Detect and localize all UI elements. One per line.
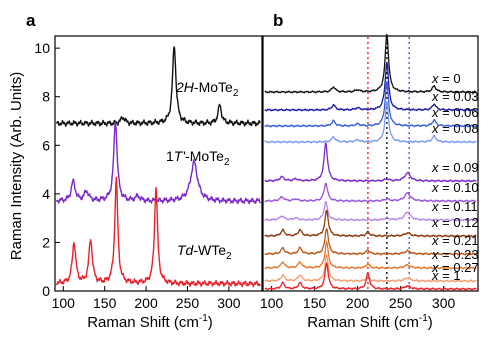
panel-b-series-line [264,100,477,144]
panel-a-y-tick-label: 2 [42,234,50,250]
panel-a-y-tick-label: 10 [34,40,50,56]
panel-b-label: b [273,11,283,30]
panel-b-series-line [264,241,477,270]
panel-a-chart: 100 150 200 250 300 0 2 4 6 8 10 2H-MoTe2 1T'-MoTe2 T… [34,35,263,311]
panel-b-x-tick-label: 100 [260,295,284,311]
panel-b-series-line [264,61,477,112]
panel-b-x-axis-label: Raman Shift (cm-1) [307,313,433,331]
panel-b-x-tick-label: 250 [389,295,413,311]
panel-a-x-axis-label-sup: -1 [199,313,208,324]
panel-a-x-axis-label: Raman Shift (cm-1) [87,313,213,331]
panel-b-x-tick-label: 200 [346,295,370,311]
panel-b-series-line [264,253,477,283]
panel-b-series-label: x = 0.08 [431,121,479,136]
panel-b-x-axis-label-sup: -1 [419,313,428,324]
panel-a-x-tick-label: 300 [217,295,241,311]
panel-a-x-axis-label-main: Raman Shift (cm [87,314,199,331]
panel-b-series-label: x = 0.09 [431,160,479,175]
panel-a-y-tick-label: 4 [42,186,50,202]
panel-b-series-line [264,228,477,256]
panel-b-series-label: x = 0.11 [431,199,478,214]
panel-b-series-label: x = 0.27 [431,260,479,275]
panel-a-frame [54,35,263,292]
panel-a-x-tick-label: 250 [176,295,200,311]
panel-a-x-tick-label: 100 [52,295,76,311]
panel-b-series-label: x = 0.10 [431,180,479,195]
panel-a-label: a [26,11,36,30]
panel-a-y-tick-label: 8 [42,89,50,105]
panel-a-y-tick-label: 6 [42,137,50,153]
panel-a-series-label: Td-WTe2 [177,242,232,262]
panel-b-x-axis-label-main: Raman Shift (cm [307,314,419,331]
panel-a-series-line [55,121,262,205]
panel-a-series-line [55,176,261,288]
y-axis-label: Raman Intensity (Arb. Units) [8,72,25,260]
panel-b-series-line [264,182,477,203]
panel-b-series-label: x = 0.03 [431,89,479,104]
panel-a-y-tick-label: 0 [42,283,50,299]
panel-a-series-label: 2H-MoTe2 [175,79,239,99]
panel-b-x-axis-label-end: ) [428,314,433,331]
panel-b-series-line [264,142,477,183]
panel-b-x-tick-label: 300 [432,295,456,311]
panel-b-x-tick-label: 150 [303,295,327,311]
panel-b-series-line [264,81,477,128]
panel-a-series-label: 1T'-MoTe2 [166,148,230,168]
panel-a-series-line [55,46,261,127]
panel-a-x-tick-label: 150 [93,295,117,311]
panel-a-x-tick-label: 200 [134,295,158,311]
panel-b-frame [262,35,479,292]
panel-b-series-label: x = 0.21 [431,233,479,248]
panel-a-x-axis-label-end: ) [208,314,213,331]
panel-b-series-line [264,262,477,291]
panel-b-series-line [264,33,477,94]
panel-b-series-label: x = 0.06 [431,105,479,120]
panel-b-series-label: x = 1 [431,268,461,283]
panel-b-series-label: x = 0.23 [431,247,479,262]
panel-b-series-line [264,209,477,238]
panel-b-series-label: x = 0.12 [431,215,479,230]
panel-b-series-line [264,200,477,222]
panel-b-series-label: x = 0 [431,71,461,86]
